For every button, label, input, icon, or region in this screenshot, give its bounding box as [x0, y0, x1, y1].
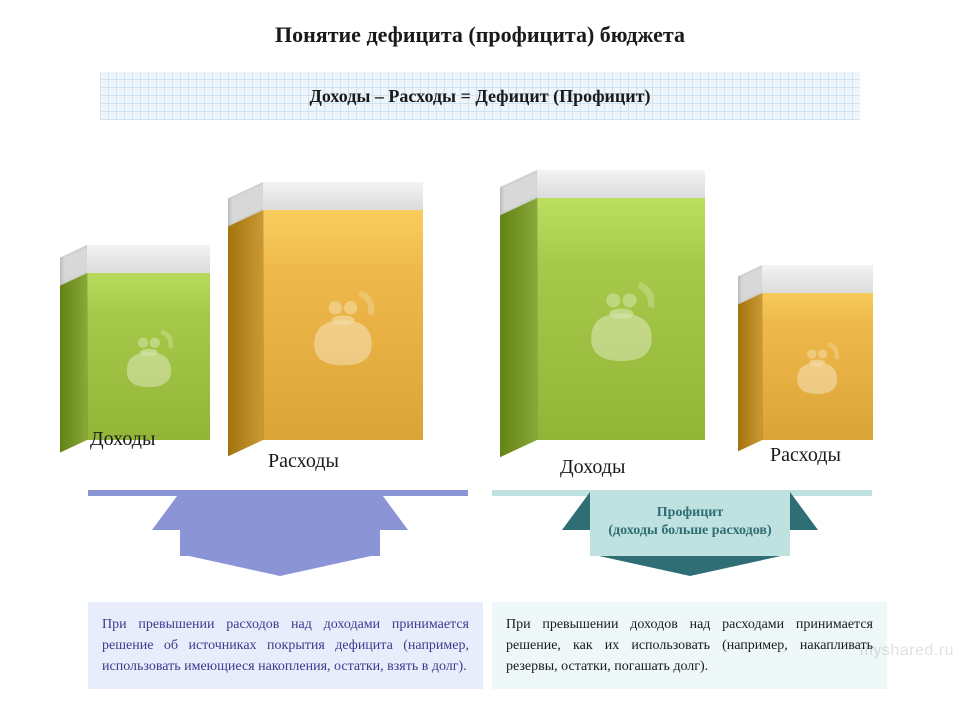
- label-surplus-income: Доходы: [560, 456, 625, 479]
- surplus-arrow: Профицит (доходы больше расходов): [590, 492, 790, 576]
- surplus-description: При превышении доходов над расходами при…: [492, 602, 887, 689]
- box-deficit-expense: [228, 182, 423, 440]
- box-surplus-expense: [738, 265, 873, 440]
- formula-text: Доходы – Расходы = Дефицит (Профицит): [310, 86, 651, 107]
- label-surplus-expense: Расходы: [770, 444, 841, 467]
- deficit-arrow-title: Дефицит: [188, 504, 372, 522]
- label-deficit-income: Доходы: [90, 428, 155, 451]
- surplus-arrow-sub: (доходы больше расходов): [598, 522, 782, 540]
- surplus-arrow-title: Профицит: [598, 504, 782, 522]
- box-surplus-income: [500, 170, 705, 440]
- deficit-arrow: Дефицит (расходы больше доходов): [180, 492, 380, 576]
- formula-bar: Доходы – Расходы = Дефицит (Профицит): [100, 72, 860, 120]
- box-deficit-income: [60, 245, 210, 440]
- deficit-description: При превышении расходов над доходами при…: [88, 602, 483, 689]
- deficit-arrow-sub: (расходы больше доходов): [188, 522, 372, 540]
- boxes-stage: [60, 140, 900, 440]
- label-deficit-expense: Расходы: [268, 450, 339, 473]
- watermark-text: myshared.ru: [860, 642, 954, 660]
- page-title: Понятие дефицита (профицита) бюджета: [0, 22, 960, 48]
